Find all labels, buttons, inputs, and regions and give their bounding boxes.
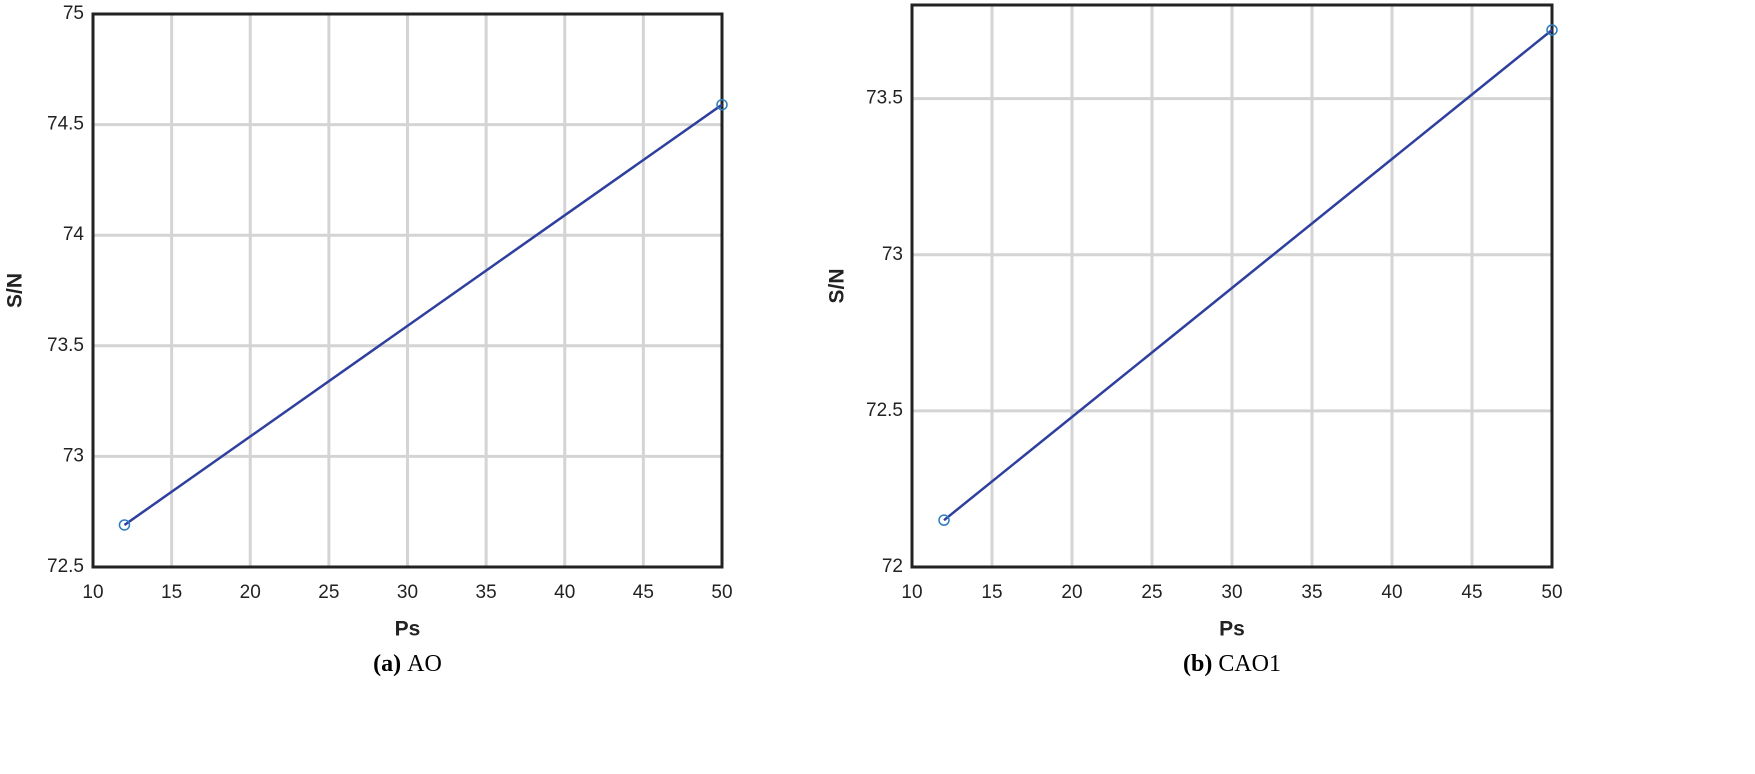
- x-tick-label: 40: [1381, 582, 1402, 603]
- x-tick-label: 25: [1141, 582, 1162, 603]
- data-line: [123, 103, 723, 526]
- caption-label: (a): [373, 651, 401, 677]
- y-tick-label: 73.5: [47, 335, 84, 356]
- y-tick-label: 74.5: [47, 114, 84, 135]
- x-tick-label: 10: [82, 582, 103, 603]
- x-axis-label: Ps: [1219, 618, 1245, 641]
- x-tick-label: 20: [240, 582, 261, 603]
- y-tick-label: 72.5: [47, 556, 84, 577]
- data-line: [943, 29, 1553, 522]
- x-tick-label: 40: [554, 582, 575, 603]
- plot-frame: [91, 12, 724, 569]
- caption: (b) CAO1: [1183, 651, 1281, 677]
- x-tick-label: 45: [1461, 582, 1482, 603]
- data-marker: [716, 98, 728, 111]
- x-tick-label: 35: [476, 582, 497, 603]
- y-tick-label: 73: [882, 244, 903, 265]
- x-tick-label: 30: [397, 582, 418, 603]
- data-marker: [1546, 24, 1558, 36]
- y-tick-label: 73: [63, 445, 84, 466]
- x-tick-label: 30: [1221, 582, 1242, 603]
- x-tick-label: 20: [1061, 582, 1082, 603]
- y-tick-label: 73.5: [866, 88, 903, 109]
- x-tick-label: 10: [901, 582, 922, 603]
- x-tick-label: 15: [981, 582, 1002, 603]
- data-marker: [938, 514, 950, 526]
- x-tick-label: 35: [1301, 582, 1322, 603]
- caption: (a) AO: [373, 651, 442, 677]
- x-axis-label: Ps: [395, 618, 421, 641]
- y-tick-label: 74: [63, 224, 85, 245]
- caption-label: (b): [1183, 651, 1212, 677]
- y-tick-label: 75: [63, 3, 84, 24]
- x-tick-label: 50: [711, 582, 732, 603]
- caption-text: CAO1: [1218, 651, 1281, 677]
- caption-text: AO: [407, 651, 442, 677]
- x-tick-label: 50: [1541, 582, 1562, 603]
- plot-frame: [910, 3, 1554, 569]
- y-axis-label: S/N: [4, 273, 27, 308]
- data-marker: [118, 519, 131, 531]
- x-tick-label: 15: [161, 582, 182, 603]
- x-tick-label: 25: [318, 582, 339, 603]
- y-axis-label: S/N: [826, 268, 849, 303]
- y-tick-label: 72.5: [866, 400, 903, 421]
- x-tick-label: 45: [633, 582, 654, 603]
- y-tick-label: 72: [882, 556, 903, 577]
